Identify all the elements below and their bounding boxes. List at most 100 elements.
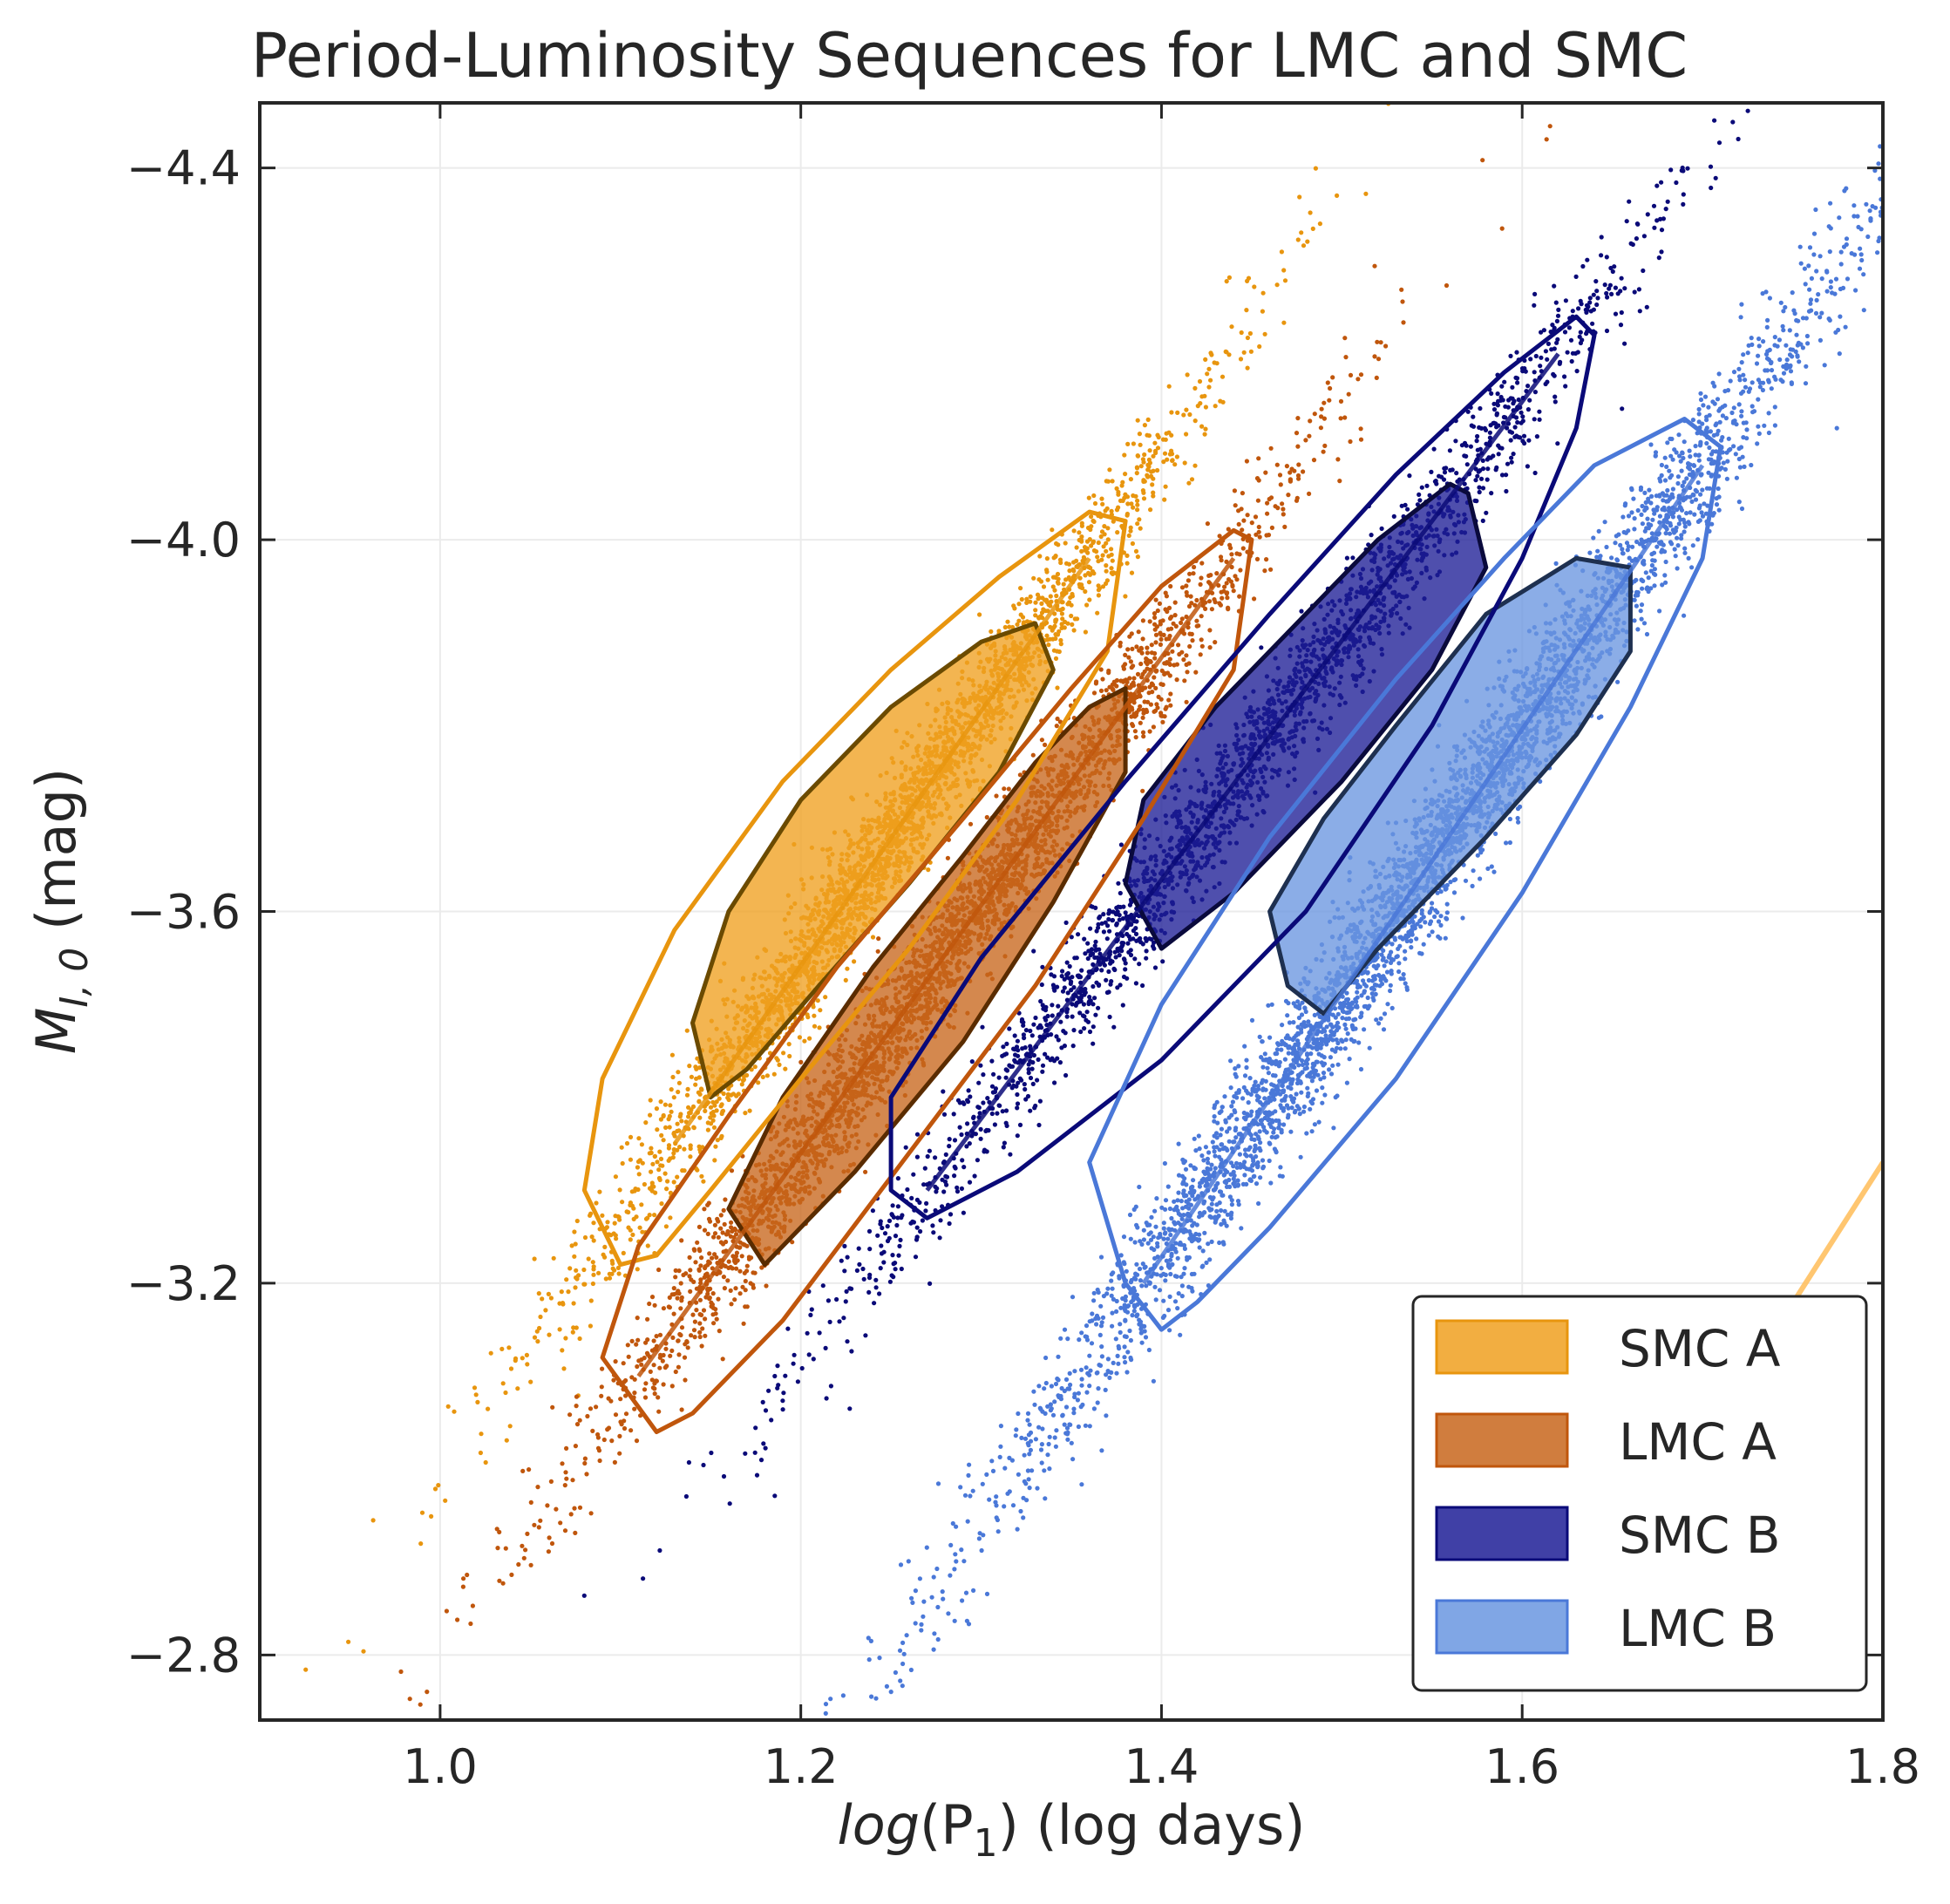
data-point — [1100, 502, 1104, 507]
data-point — [1270, 526, 1274, 530]
data-point — [1320, 407, 1324, 411]
data-point — [725, 1278, 730, 1282]
data-point — [652, 1338, 656, 1343]
data-point — [1065, 602, 1070, 606]
data-point — [1123, 472, 1127, 476]
data-point — [673, 1275, 677, 1279]
data-point — [1134, 549, 1138, 554]
data-point — [663, 1103, 668, 1107]
data-point — [1104, 479, 1109, 483]
data-point — [812, 1024, 817, 1029]
data-point — [1140, 651, 1145, 656]
data-point — [689, 1107, 693, 1112]
data-point — [1187, 412, 1192, 417]
data-point — [668, 1103, 672, 1107]
data-point — [1135, 466, 1139, 470]
data-point — [533, 1336, 537, 1340]
data-point — [1181, 412, 1186, 417]
data-point — [1255, 476, 1260, 480]
data-point — [1153, 451, 1158, 455]
data-point — [765, 1073, 770, 1078]
data-point — [764, 1283, 768, 1288]
data-point — [634, 1343, 638, 1347]
data-point — [617, 1271, 622, 1275]
data-point — [1077, 562, 1082, 567]
data-point — [653, 1154, 657, 1159]
data-point — [520, 1469, 525, 1473]
data-point — [1295, 416, 1300, 420]
data-point — [1194, 619, 1199, 623]
data-point — [1208, 573, 1213, 577]
data-point — [1089, 514, 1093, 519]
data-point — [798, 1035, 802, 1039]
data-point — [1444, 283, 1449, 288]
data-point — [535, 1485, 540, 1489]
data-point — [635, 1438, 639, 1443]
data-point — [1294, 431, 1299, 435]
data-point — [1189, 595, 1193, 599]
data-point — [1191, 571, 1195, 575]
data-point — [509, 1573, 513, 1577]
data-point — [1175, 454, 1179, 459]
data-point — [1183, 460, 1187, 465]
data-point — [589, 1511, 594, 1515]
data-point — [1199, 575, 1203, 580]
data-point — [558, 1520, 562, 1525]
data-point — [1128, 529, 1132, 534]
data-point — [1200, 644, 1205, 649]
data-point — [525, 1532, 529, 1536]
data-point — [701, 1180, 705, 1184]
data-point — [637, 1172, 642, 1176]
data-point — [669, 1110, 674, 1114]
data-point — [1174, 624, 1179, 629]
data-point — [445, 1608, 449, 1613]
data-point — [926, 867, 930, 872]
data-point — [711, 1110, 716, 1114]
data-point — [1141, 734, 1145, 738]
data-point — [1002, 786, 1006, 791]
data-point — [1135, 499, 1139, 503]
data-point — [802, 1039, 806, 1044]
data-point — [1245, 459, 1249, 463]
data-point — [753, 1064, 758, 1069]
data-point — [1204, 405, 1208, 409]
data-point — [1308, 210, 1313, 214]
data-point — [1222, 585, 1226, 589]
data-point — [1246, 366, 1250, 371]
data-point — [1203, 357, 1207, 362]
data-point — [697, 1145, 702, 1149]
data-point — [1312, 458, 1316, 462]
data-point — [1240, 330, 1244, 335]
data-point — [1150, 650, 1154, 655]
data-point — [1109, 566, 1113, 570]
data-point — [1184, 653, 1188, 657]
data-point — [303, 1668, 308, 1672]
data-point — [474, 1392, 479, 1397]
data-point — [505, 1438, 509, 1443]
data-point — [621, 1161, 625, 1166]
data-point — [1238, 568, 1242, 572]
data-point — [1089, 543, 1093, 547]
data-point — [1071, 568, 1076, 572]
data-point — [693, 1335, 697, 1339]
data-point — [1294, 499, 1299, 503]
data-point — [574, 1395, 579, 1399]
data-point — [1158, 602, 1162, 606]
data-point — [443, 1499, 447, 1503]
data-point — [1107, 467, 1111, 472]
data-point — [591, 1282, 595, 1286]
data-point — [1375, 376, 1379, 380]
data-point — [1286, 493, 1290, 497]
data-point — [1220, 375, 1225, 379]
data-point — [1265, 501, 1269, 506]
data-point — [713, 1145, 717, 1149]
data-point — [677, 1268, 682, 1273]
data-point — [1084, 602, 1089, 607]
data-point — [676, 1070, 680, 1074]
data-point — [472, 1385, 477, 1390]
data-point — [643, 1381, 648, 1385]
data-point — [645, 1317, 649, 1322]
data-point — [1152, 441, 1157, 445]
data-point — [1033, 601, 1037, 605]
